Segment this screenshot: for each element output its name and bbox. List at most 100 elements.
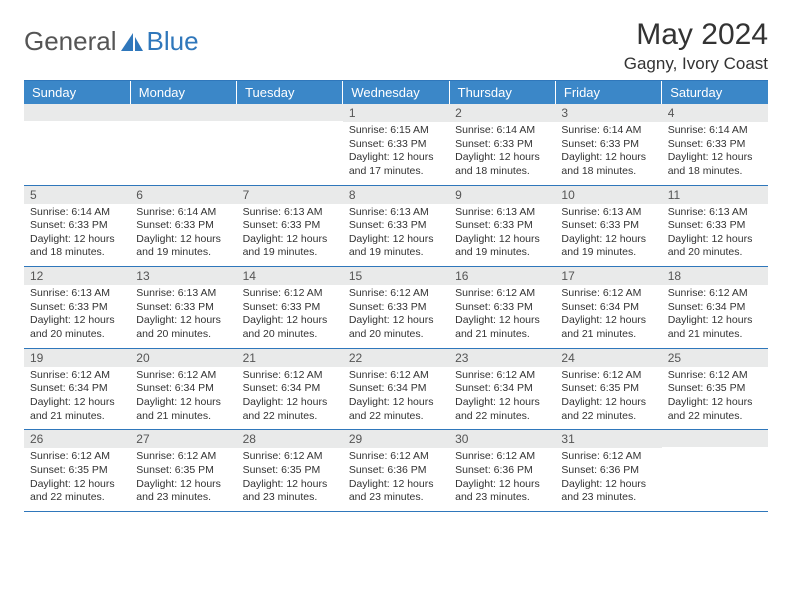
sunrise-line: Sunrise: 6:14 AM — [455, 124, 535, 136]
daylight-line: Daylight: 12 hours and 19 minutes. — [136, 233, 221, 259]
day-number — [662, 430, 768, 447]
day-number: 7 — [237, 186, 343, 204]
calendar-day-cell — [130, 104, 236, 185]
calendar-day-cell: 1Sunrise: 6:15 AMSunset: 6:33 PMDaylight… — [343, 104, 449, 185]
daylight-line: Daylight: 12 hours and 22 minutes. — [243, 396, 328, 422]
day-number — [237, 104, 343, 121]
brand-general: General — [24, 26, 117, 57]
day-number: 26 — [24, 430, 130, 448]
day-number: 11 — [662, 186, 768, 204]
day-body: Sunrise: 6:12 AMSunset: 6:34 PMDaylight:… — [343, 367, 449, 430]
sunset-line: Sunset: 6:34 PM — [455, 382, 533, 394]
daylight-line: Daylight: 12 hours and 21 minutes. — [561, 314, 646, 340]
day-number: 10 — [555, 186, 661, 204]
day-body: Sunrise: 6:12 AMSunset: 6:33 PMDaylight:… — [237, 285, 343, 348]
day-number: 16 — [449, 267, 555, 285]
daylight-line: Daylight: 12 hours and 18 minutes. — [561, 151, 646, 177]
sunset-line: Sunset: 6:33 PM — [455, 301, 533, 313]
day-body: Sunrise: 6:12 AMSunset: 6:35 PMDaylight:… — [130, 448, 236, 511]
day-body: Sunrise: 6:12 AM Sunset: 6:35 PM Daylight:… — [24, 448, 130, 511]
day-body: Sunrise: 6:12 AMSunset: 6:34 PMDaylight:… — [555, 285, 661, 348]
sunset-line: Sunset: 6:35 PM — [668, 382, 746, 394]
sunrise-line: Sunrise: 6:13 AM — [668, 206, 748, 218]
daylight-line: Daylight: 12 hours and 23 minutes. — [243, 478, 328, 504]
day-body: Sunrise: 6:12 AMSunset: 6:34 PMDaylight:… — [237, 367, 343, 430]
day-number: 24 — [555, 349, 661, 367]
sunset-line: Sunset: 6:33 PM — [349, 301, 427, 313]
daylight-line: Daylight: 12 hours and 23 minutes. — [455, 478, 540, 504]
day-number: 14 — [237, 267, 343, 285]
daylight-line: Daylight: 12 hours and 18 minutes. — [668, 151, 753, 177]
sunset-line: Sunset: 6:33 PM — [243, 219, 321, 231]
sunrise-line: Sunrise: 6:12 AM — [561, 450, 641, 462]
daylight-line: Daylight: 12 hours and 23 minutes. — [136, 478, 221, 504]
sunrise-line: Sunrise: 6:12 AM — [455, 369, 535, 381]
day-number: 15 — [343, 267, 449, 285]
location: Gagny, Ivory Coast — [624, 54, 768, 74]
daylight-line: Daylight: 12 hours and 23 minutes. — [561, 478, 646, 504]
day-body: Sunrise: 6:13 AMSunset: 6:33 PM Daylight:… — [237, 204, 343, 267]
day-number: 20 — [130, 349, 236, 367]
day-number: 23 — [449, 349, 555, 367]
sunset-line: Sunset: 6:35 PM — [30, 464, 108, 476]
sunset-line: Sunset: 6:36 PM — [561, 464, 639, 476]
sunrise-line: Sunrise: 6:12 AM — [561, 369, 641, 381]
daylight-line: Daylight: 12 hours and 22 minutes. — [30, 478, 115, 504]
sunrise-line: Sunrise: 6:12 AM — [349, 450, 429, 462]
calendar-day-cell: 23Sunrise: 6:12 AMSunset: 6:34 PMDayligh… — [449, 348, 555, 430]
sunset-line: Sunset: 6:34 PM — [136, 382, 214, 394]
day-body: Sunrise: 6:12 AM Sunset: 6:36 PM Daylight:… — [555, 448, 661, 511]
day-body: Sunrise: 6:12 AMSunset: 6:35 PMDaylight:… — [662, 367, 768, 430]
calendar-day-cell: 17Sunrise: 6:12 AMSunset: 6:34 PMDayligh… — [555, 267, 661, 349]
calendar-day-cell: 9Sunrise: 6:13 AMSunset: 6:33 PMDaylight… — [449, 185, 555, 267]
day-number: 5 — [24, 186, 130, 204]
sunrise-line: Sunrise: 6:13 AM — [243, 206, 323, 218]
weekday-header: Tuesday — [237, 81, 343, 104]
calendar-day-cell — [662, 430, 768, 512]
day-body: Sunrise: 6:13 AMSunset: 6:33 PMDaylight:… — [555, 204, 661, 267]
day-number: 9 — [449, 186, 555, 204]
sunrise-line: Sunrise: 6:13 AM — [561, 206, 641, 218]
brand-logo: General Blue — [24, 18, 199, 57]
day-body — [130, 121, 236, 177]
day-number: 29 — [343, 430, 449, 448]
day-number: 6 — [130, 186, 236, 204]
daylight-line: Daylight: 12 hours and 23 minutes. — [349, 478, 434, 504]
daylight-line: Daylight: 12 hours and 21 minutes. — [455, 314, 540, 340]
calendar-week-row: 1Sunrise: 6:15 AMSunset: 6:33 PMDaylight… — [24, 104, 768, 185]
day-body: Sunrise: 6:14 AMSunset: 6:33 PMDaylight:… — [662, 122, 768, 185]
sunrise-line: Sunrise: 6:12 AM — [136, 369, 216, 381]
calendar-day-cell: 25Sunrise: 6:12 AMSunset: 6:35 PMDayligh… — [662, 348, 768, 430]
day-number: 18 — [662, 267, 768, 285]
sunrise-line: Sunrise: 6:12 AM — [30, 450, 110, 462]
sunrise-line: Sunrise: 6:13 AM — [455, 206, 535, 218]
day-number: 3 — [555, 104, 661, 122]
day-number: 30 — [449, 430, 555, 448]
daylight-line: Daylight: 12 hours and 19 minutes. — [243, 233, 328, 259]
daylight-line: Daylight: 12 hours and 20 minutes. — [349, 314, 434, 340]
day-body: Sunrise: 6:13 AMSunset: 6:33 PMDaylight:… — [343, 204, 449, 267]
daylight-line: Daylight: 12 hours and 20 minutes. — [668, 233, 753, 259]
day-body: Sunrise: 6:14 AMSunset: 6:33 PMDaylight:… — [555, 122, 661, 185]
daylight-line: Daylight: 12 hours and 18 minutes. — [455, 151, 540, 177]
sunset-line: Sunset: 6:33 PM — [668, 138, 746, 150]
sunset-line: Sunset: 6:33 PM — [243, 301, 321, 313]
day-body: Sunrise: 6:13 AMSunset: 6:33 PMDaylight:… — [662, 204, 768, 267]
calendar-day-cell: 14Sunrise: 6:12 AMSunset: 6:33 PMDayligh… — [237, 267, 343, 349]
sunset-line: Sunset: 6:36 PM — [455, 464, 533, 476]
sunrise-line: Sunrise: 6:15 AM — [349, 124, 429, 136]
sunrise-line: Sunrise: 6:14 AM — [136, 206, 216, 218]
daylight-line: Daylight: 12 hours and 19 minutes. — [455, 233, 540, 259]
sunrise-line: Sunrise: 6:12 AM — [243, 450, 323, 462]
calendar-day-cell: 28Sunrise: 6:12 AMSunset: 6:35 PMDayligh… — [237, 430, 343, 512]
calendar-day-cell: 3Sunrise: 6:14 AMSunset: 6:33 PMDaylight… — [555, 104, 661, 185]
daylight-line: Daylight: 12 hours and 17 minutes. — [349, 151, 434, 177]
day-number: 4 — [662, 104, 768, 122]
day-number — [130, 104, 236, 121]
sunrise-line: Sunrise: 6:13 AM — [30, 287, 110, 299]
calendar-day-cell: 12Sunrise: 6:13 AMSunset: 6:33 PMDayligh… — [24, 267, 130, 349]
weekday-header-row: SundayMondayTuesdayWednesdayThursdayFrid… — [24, 81, 768, 104]
day-body: Sunrise: 6:12 AMSunset: 6:36 PMDaylight:… — [343, 448, 449, 511]
calendar-day-cell: 29Sunrise: 6:12 AMSunset: 6:36 PMDayligh… — [343, 430, 449, 512]
weekday-header: Friday — [555, 81, 661, 104]
